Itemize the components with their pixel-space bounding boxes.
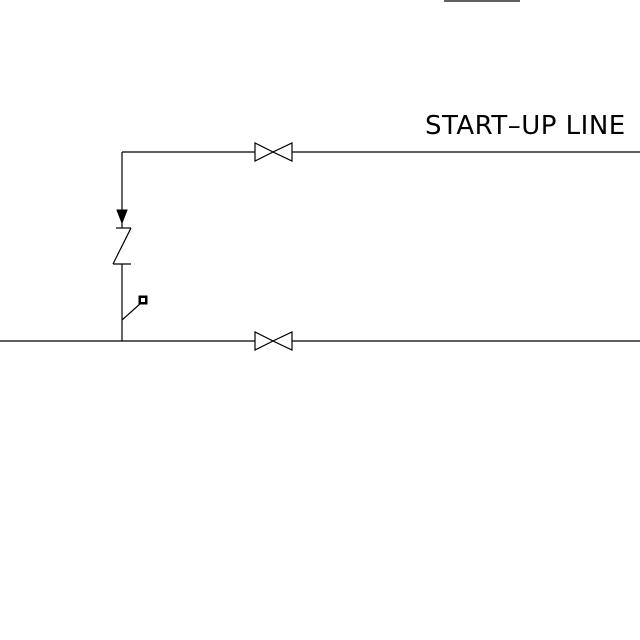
flow-arrow-icon [116, 209, 128, 225]
upper-gate-valve-icon [254, 142, 293, 162]
check-valve-icon [112, 223, 132, 265]
lower-gate-valve-icon [254, 331, 293, 351]
instrument-tag-icon [121, 295, 148, 321]
start-up-line-label: START–UP LINE [425, 111, 626, 141]
